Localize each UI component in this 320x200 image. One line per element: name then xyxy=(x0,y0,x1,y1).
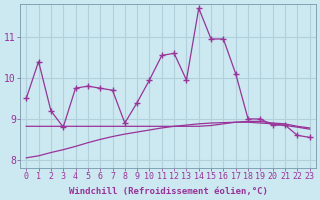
X-axis label: Windchill (Refroidissement éolien,°C): Windchill (Refroidissement éolien,°C) xyxy=(68,187,268,196)
